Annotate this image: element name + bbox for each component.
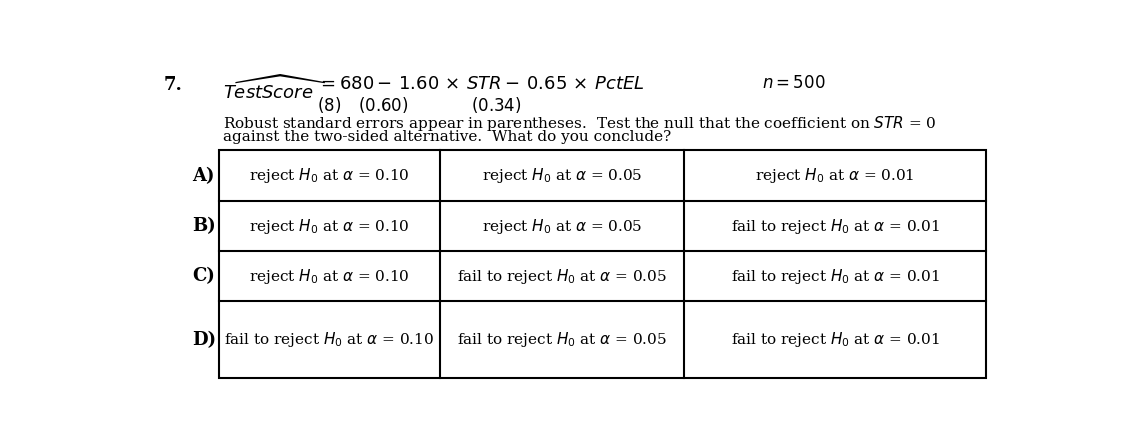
- Text: reject $H_0$ at $\alpha$ = 0.05: reject $H_0$ at $\alpha$ = 0.05: [482, 166, 642, 185]
- Text: $n=500$: $n=500$: [762, 75, 825, 92]
- Text: Robust standard errors appear in parentheses.  Test the null that the coefficien: Robust standard errors appear in parenth…: [223, 114, 936, 133]
- Text: fail to reject $H_0$ at $\alpha$ = 0.05: fail to reject $H_0$ at $\alpha$ = 0.05: [457, 267, 667, 285]
- Text: $(0.34)$: $(0.34)$: [471, 95, 522, 115]
- Text: reject $H_0$ at $\alpha$ = 0.10: reject $H_0$ at $\alpha$ = 0.10: [249, 267, 410, 285]
- Bar: [218, 151, 986, 378]
- Text: fail to reject $H_0$ at $\alpha$ = 0.05: fail to reject $H_0$ at $\alpha$ = 0.05: [457, 330, 667, 349]
- Text: fail to reject $H_0$ at $\alpha$ = 0.01: fail to reject $H_0$ at $\alpha$ = 0.01: [730, 330, 940, 349]
- Text: reject $H_0$ at $\alpha$ = 0.05: reject $H_0$ at $\alpha$ = 0.05: [482, 217, 642, 236]
- Text: against the two-sided alternative.  What do you conclude?: against the two-sided alternative. What …: [223, 130, 671, 143]
- Text: fail to reject $H_0$ at $\alpha$ = 0.01: fail to reject $H_0$ at $\alpha$ = 0.01: [730, 217, 940, 236]
- Text: 7.: 7.: [163, 75, 182, 94]
- Text: fail to reject $H_0$ at $\alpha$ = 0.10: fail to reject $H_0$ at $\alpha$ = 0.10: [224, 330, 435, 349]
- Text: reject $H_0$ at $\alpha$ = 0.10: reject $H_0$ at $\alpha$ = 0.10: [249, 217, 410, 236]
- Text: reject $H_0$ at $\alpha$ = 0.10: reject $H_0$ at $\alpha$ = 0.10: [249, 166, 410, 185]
- Text: fail to reject $H_0$ at $\alpha$ = 0.01: fail to reject $H_0$ at $\alpha$ = 0.01: [730, 267, 940, 285]
- Text: D): D): [192, 331, 216, 349]
- Text: A): A): [192, 166, 214, 185]
- Text: $(0.60)$: $(0.60)$: [359, 95, 409, 115]
- Text: $\widehat{TestScore}$: $\widehat{TestScore}$: [223, 75, 326, 103]
- Text: B): B): [192, 217, 215, 235]
- Text: $(8)$: $(8)$: [317, 95, 342, 115]
- Text: C): C): [192, 267, 215, 285]
- Text: reject $H_0$ at $\alpha$ = 0.01: reject $H_0$ at $\alpha$ = 0.01: [755, 166, 915, 185]
- Text: $=680-\,1.60\,\times\,STR-\,0.65\,\times\,PctEL$: $=680-\,1.60\,\times\,STR-\,0.65\,\times…: [317, 75, 645, 93]
